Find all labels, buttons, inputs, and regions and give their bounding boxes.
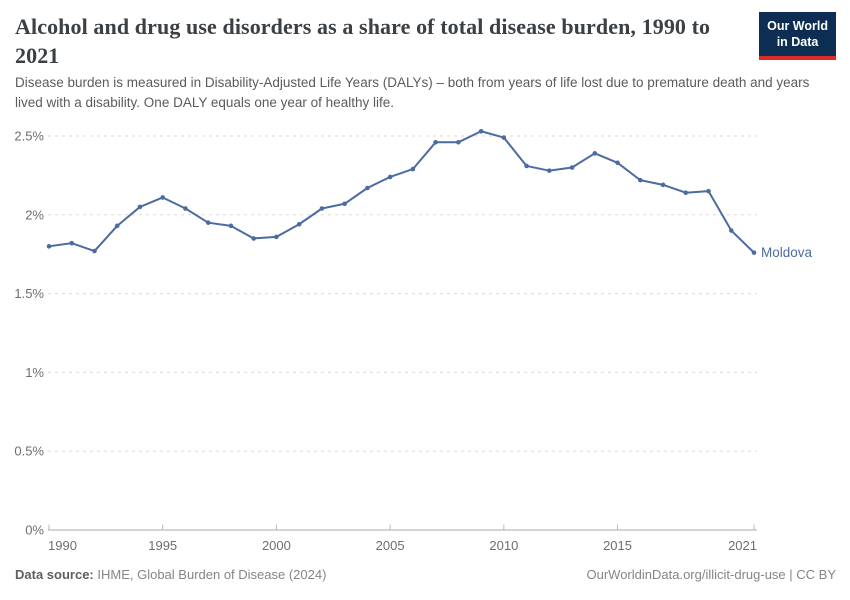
data-point-1992[interactable] [92,248,97,254]
data-point-1990[interactable] [46,244,52,249]
data-point-2003[interactable] [342,201,347,207]
chart-footer: Data source: IHME, Global Burden of Dise… [15,567,836,582]
data-point-2005[interactable] [387,174,393,180]
data-point-2001[interactable] [296,221,302,227]
data-point-2013[interactable] [569,165,575,170]
data-point-1998[interactable] [228,223,234,229]
data-source-label: Data source: [15,567,94,582]
data-point-2004[interactable] [365,185,370,191]
x-axis-label: 2000 [262,538,291,553]
chart-title: Alcohol and drug use disorders as a shar… [15,14,711,68]
y-axis-label: 2.5% [14,129,44,144]
y-axis-label: 1.5% [14,286,44,301]
x-axis-label: 1990 [48,538,77,553]
data-point-2011[interactable] [524,163,529,169]
y-axis-label: 0.5% [14,444,44,459]
data-point-2000[interactable] [274,234,279,240]
data-point-2019[interactable] [706,188,711,194]
data-point-2009[interactable] [478,128,484,134]
x-axis-label: 2015 [603,538,632,553]
data-point-2020[interactable] [728,228,734,233]
y-axis-label: 2% [25,207,44,222]
x-axis-label: 2005 [376,538,405,553]
series-end-label[interactable]: Moldova [761,245,813,260]
owid-logo-line2: in Data [776,35,819,50]
data-point-1995[interactable] [160,195,166,200]
x-axis-label: 1995 [148,538,177,553]
owid-logo: Our World in Data [759,12,836,60]
series-line-moldova[interactable] [48,130,755,254]
data-source-value: IHME, Global Burden of Disease (2024) [97,567,327,582]
chart-subtitle: Disease burden is measured in Disability… [15,75,810,110]
data-point-2021[interactable] [751,250,757,255]
data-point-2015[interactable] [615,160,620,166]
data-point-2008[interactable] [456,140,461,145]
data-point-1993[interactable] [114,223,120,229]
data-point-2012[interactable] [547,168,552,173]
data-point-1994[interactable] [137,204,143,210]
data-point-2007[interactable] [433,140,438,145]
license-note[interactable]: OurWorldinData.org/illicit-drug-use | CC… [586,567,837,582]
y-axis-label: 1% [25,365,44,380]
y-axis-label: 0% [25,523,44,538]
data-point-2017[interactable] [660,182,666,188]
data-point-2018[interactable] [683,190,689,196]
data-point-1991[interactable] [69,240,75,246]
data-point-2002[interactable] [319,206,325,211]
data-point-1996[interactable] [183,206,188,211]
x-axis-label: 2021 [728,538,757,553]
owid-logo-line1: Our World [767,19,828,33]
data-point-2006[interactable] [410,166,416,172]
data-point-2016[interactable] [637,177,643,183]
data-point-1997[interactable] [205,220,211,225]
x-axis-label: 2010 [489,538,518,553]
data-source: Data source: IHME, Global Burden of Dise… [15,567,326,582]
data-point-1999[interactable] [251,236,256,241]
data-point-2014[interactable] [592,151,598,156]
data-point-2010[interactable] [501,135,507,140]
